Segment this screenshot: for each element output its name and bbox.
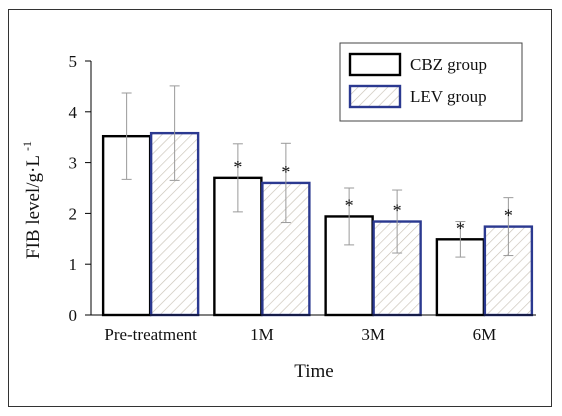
x-tick-label: 3M [361,325,385,344]
x-tick-label: 1M [250,325,274,344]
legend-label-lev: LEV group [410,87,487,106]
x-tick-label: Pre-treatment [104,325,197,344]
y-tick-label: 5 [69,52,78,71]
legend: CBZ group LEV group [339,42,523,122]
legend-swatch-lev [348,84,402,109]
bar-chart: 0 1 2 3 4 5 * * * * * * Pre-treatment 1M 3M 6M Time F… [20,42,536,382]
significance-star: * [281,162,290,182]
significance-star: * [456,218,465,238]
y-axis-title: FIB level/g·L -1 [20,141,44,259]
y-tick-label: 3 [69,154,78,173]
significance-markers-layer: * * * * * * [233,157,513,238]
y-axis-ticks: 0 1 2 3 4 5 [69,52,91,325]
error-bars-layer [121,85,514,258]
y-axis-title-main: FIB level/g·L [23,156,44,259]
legend-label-cbz: CBZ group [410,55,487,74]
x-axis-tick-labels: Pre-treatment 1M 3M 6M [104,325,496,344]
figure-frame: 0 1 2 3 4 5 * * * * * * Pre-treatment 1M 3M 6M Time F… [8,9,552,407]
y-tick-label: 2 [69,204,78,223]
y-tick-label: 1 [69,255,78,274]
y-tick-label: 0 [69,306,78,325]
y-axis-title-superscript: -1 [20,141,34,151]
significance-star: * [345,195,354,215]
x-tick-label: 6M [473,325,497,344]
bars-layer [101,131,534,317]
significance-star: * [504,206,513,226]
significance-star: * [393,201,402,221]
significance-star: * [233,157,242,177]
legend-swatch-cbz [348,52,402,77]
y-tick-label: 4 [69,103,78,122]
x-axis-title: Time [294,361,333,382]
